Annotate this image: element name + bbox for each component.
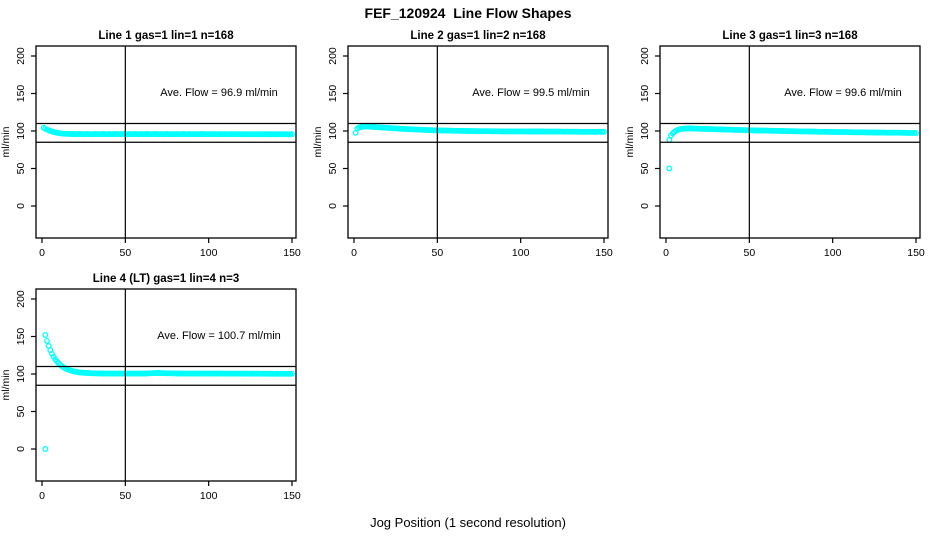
subplot-canvas: Line 4 (LT) gas=1 lin=4 n=3 0 50 100 150 0 50 1…: [0, 273, 301, 502]
y-tick-label: 100: [327, 122, 339, 140]
y-tick-label: 100: [15, 122, 27, 140]
outlier-point: [666, 165, 673, 172]
x-tick-label: 150: [283, 490, 301, 502]
x-axis-title: Jog Position (1 second resolution): [370, 515, 566, 530]
data-point: [42, 332, 49, 338]
outlier-point: [666, 137, 673, 143]
subplot-title: Line 4 (LT) gas=1 lin=4 n=3: [93, 273, 239, 285]
ave-flow-annotation: Ave. Flow = 100.7 ml/min: [157, 330, 281, 342]
data-point: [601, 128, 607, 135]
x-tick-label: 150: [283, 247, 301, 259]
x-tick-label: 50: [119, 490, 131, 502]
data-point: [44, 337, 50, 344]
y-tick-label: 0: [15, 203, 27, 209]
subplot-canvas: Line 1 gas=1 lin=1 n=168 0 50 100 150 0 50 100 1…: [0, 30, 301, 259]
x-tick-label: 100: [512, 247, 530, 259]
y-tick-label: 50: [327, 163, 339, 175]
data-points: [42, 332, 295, 452]
data-point: [289, 131, 295, 138]
y-tick-label: 0: [15, 446, 27, 452]
subplot-title: Line 1 gas=1 lin=1 n=168: [98, 30, 234, 42]
x-tick-label: 0: [39, 490, 45, 502]
y-tick-label: 150: [327, 85, 339, 103]
data-points: [666, 125, 919, 172]
x-tick-label: 0: [351, 247, 357, 259]
data-point: [913, 129, 919, 136]
subplot-line-4: Line 4 (LT) gas=1 lin=4 n=3 0 50 100 150 0 50 1…: [0, 268, 312, 511]
y-axis-title: ml/min: [312, 126, 324, 157]
subplot-canvas: Line 2 gas=1 lin=2 n=168 0 50 100 150 0 50 100 1…: [312, 30, 613, 259]
y-tick-label: 150: [639, 85, 651, 103]
y-tick-label: 100: [15, 365, 27, 383]
x-tick-label: 50: [743, 247, 755, 259]
y-axis-title: ml/min: [0, 369, 12, 400]
y-tick-label: 50: [15, 163, 27, 175]
y-tick-label: 0: [327, 203, 339, 209]
subplot-canvas: Line 3 gas=1 lin=3 n=168 0 50 100 150 0 50 100 1…: [624, 30, 925, 259]
y-tick-label: 50: [639, 163, 651, 175]
subplot-line-1: Line 1 gas=1 lin=1 n=168 0 50 100 150 0 50 100 1…: [0, 25, 312, 268]
ave-flow-annotation: Ave. Flow = 99.6 ml/min: [784, 87, 901, 99]
y-tick-label: 50: [15, 406, 27, 418]
x-tick-label: 100: [200, 490, 218, 502]
y-tick-label: 0: [639, 203, 651, 209]
y-axis-title: ml/min: [624, 126, 636, 157]
ave-flow-annotation: Ave. Flow = 99.5 ml/min: [472, 87, 589, 99]
y-tick-label: 100: [639, 122, 651, 140]
ave-flow-annotation: Ave. Flow = 96.9 ml/min: [160, 87, 277, 99]
x-tick-label: 50: [431, 247, 443, 259]
data-points: [352, 123, 607, 136]
y-axis-title: ml/min: [0, 126, 12, 157]
data-point: [289, 370, 295, 377]
chart-main-title: FEF_120924 Line Flow Shapes: [364, 5, 572, 21]
y-tick-label: 150: [15, 85, 27, 103]
y-tick-label: 150: [15, 328, 27, 346]
x-tick-label: 50: [119, 247, 131, 259]
subplot-line-3: Line 3 gas=1 lin=3 n=168 0 50 100 150 0 50 100 1…: [624, 25, 936, 268]
x-tick-label: 100: [200, 247, 218, 259]
x-tick-label: 150: [595, 247, 613, 259]
y-tick-label: 200: [639, 47, 651, 65]
subplot-title: Line 2 gas=1 lin=2 n=168: [410, 30, 546, 42]
data-points: [40, 124, 295, 138]
x-tick-label: 100: [824, 247, 842, 259]
subplot-line-2: Line 2 gas=1 lin=2 n=168 0 50 100 150 0 50 100 1…: [312, 25, 624, 268]
x-tick-label: 0: [39, 247, 45, 259]
y-tick-label: 200: [327, 47, 339, 65]
outlier-point: [42, 446, 49, 452]
x-tick-label: 150: [907, 247, 925, 259]
x-tick-label: 0: [663, 247, 669, 259]
y-tick-label: 200: [15, 290, 27, 308]
y-tick-label: 200: [15, 47, 27, 65]
subplot-title: Line 3 gas=1 lin=3 n=168: [722, 30, 858, 42]
